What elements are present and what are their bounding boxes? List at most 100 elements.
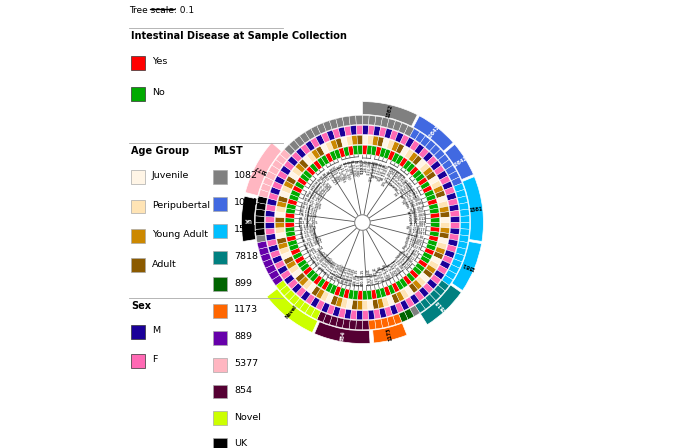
Text: 7818: 7818	[435, 299, 448, 312]
Text: 36-17-050: 36-17-050	[333, 263, 344, 281]
Wedge shape	[434, 149, 445, 160]
Text: 30-21-001: 30-21-001	[327, 168, 340, 185]
Wedge shape	[357, 291, 362, 300]
Text: Tree scale: 0.1: Tree scale: 0.1	[129, 6, 194, 16]
Wedge shape	[316, 300, 325, 310]
Wedge shape	[334, 286, 342, 296]
Wedge shape	[396, 143, 405, 154]
Wedge shape	[373, 309, 381, 319]
Text: 11301-1025: 11301-1025	[303, 237, 323, 248]
Wedge shape	[393, 121, 402, 131]
Text: 60-19-232: 60-19-232	[300, 209, 318, 216]
Text: 65-10-013: 65-10-013	[318, 255, 332, 270]
Wedge shape	[392, 153, 400, 163]
Wedge shape	[323, 314, 332, 324]
Text: 89-10-048: 89-10-048	[372, 160, 380, 178]
Wedge shape	[381, 318, 389, 328]
FancyBboxPatch shape	[213, 250, 227, 264]
Wedge shape	[276, 233, 285, 239]
Wedge shape	[317, 311, 327, 322]
Text: 1082: 1082	[234, 172, 258, 181]
Text: 17-10-098: 17-10-098	[405, 201, 423, 210]
Text: 91-20-148: 91-20-148	[300, 232, 318, 240]
Wedge shape	[420, 255, 430, 264]
Wedge shape	[435, 247, 445, 254]
Wedge shape	[275, 228, 285, 233]
Wedge shape	[263, 177, 274, 186]
Wedge shape	[453, 183, 464, 192]
Wedge shape	[434, 185, 444, 194]
Wedge shape	[460, 229, 469, 236]
Wedge shape	[353, 145, 358, 155]
Wedge shape	[284, 274, 294, 284]
Text: 8-13-034: 8-13-034	[401, 184, 415, 196]
Wedge shape	[305, 129, 315, 140]
Wedge shape	[338, 308, 346, 318]
Text: 38-21-227: 38-21-227	[324, 170, 337, 186]
Text: Novel: Novel	[234, 413, 261, 422]
Wedge shape	[451, 223, 460, 228]
Text: 6-19-081: 6-19-081	[392, 258, 405, 273]
Wedge shape	[431, 181, 441, 189]
Text: 45-10-007: 45-10-007	[300, 229, 318, 237]
Text: 36-11-137: 36-11-137	[402, 243, 419, 255]
Wedge shape	[344, 309, 351, 319]
Wedge shape	[399, 311, 408, 322]
Text: F: F	[152, 355, 157, 365]
Wedge shape	[420, 181, 430, 190]
Wedge shape	[429, 235, 438, 242]
Wedge shape	[362, 116, 369, 125]
Text: 17-13-037: 17-13-037	[369, 267, 377, 285]
Wedge shape	[307, 152, 316, 162]
Text: 7-11-131: 7-11-131	[310, 249, 324, 262]
Wedge shape	[400, 289, 410, 299]
Text: 112-21-189: 112-21-189	[301, 201, 321, 211]
Wedge shape	[391, 142, 400, 152]
Wedge shape	[423, 268, 433, 278]
Wedge shape	[438, 237, 448, 244]
Wedge shape	[362, 320, 369, 330]
Wedge shape	[342, 116, 350, 126]
Wedge shape	[265, 223, 274, 228]
Text: 40-9-095: 40-9-095	[345, 160, 353, 177]
Wedge shape	[287, 198, 298, 206]
Text: 848-85-15: 848-85-15	[353, 268, 359, 286]
Wedge shape	[410, 306, 420, 316]
Wedge shape	[276, 237, 287, 244]
Text: 1581: 1581	[234, 225, 258, 234]
Wedge shape	[445, 144, 473, 180]
Wedge shape	[367, 290, 372, 300]
Text: 80-9-197: 80-9-197	[379, 267, 388, 282]
Wedge shape	[379, 308, 387, 318]
Text: 070-21-017: 070-21-017	[406, 226, 426, 233]
FancyBboxPatch shape	[213, 411, 227, 425]
Wedge shape	[404, 286, 414, 296]
Wedge shape	[382, 138, 390, 148]
FancyBboxPatch shape	[213, 170, 227, 184]
Wedge shape	[399, 157, 408, 167]
Wedge shape	[303, 280, 313, 290]
Wedge shape	[442, 181, 453, 190]
Wedge shape	[409, 269, 419, 279]
Wedge shape	[445, 270, 456, 280]
Wedge shape	[357, 135, 362, 145]
Wedge shape	[300, 144, 311, 155]
Wedge shape	[305, 141, 315, 151]
Wedge shape	[418, 259, 428, 268]
Text: 02-10-038: 02-10-038	[375, 266, 384, 284]
Wedge shape	[341, 137, 348, 147]
Text: 21-17-476: 21-17-476	[324, 258, 337, 275]
Wedge shape	[426, 264, 436, 274]
FancyBboxPatch shape	[131, 229, 145, 243]
Wedge shape	[448, 239, 458, 247]
Wedge shape	[404, 149, 414, 159]
Wedge shape	[456, 190, 466, 198]
Wedge shape	[295, 272, 305, 282]
Text: 854: 854	[234, 386, 252, 395]
Text: 2-8-122: 2-8-122	[364, 159, 368, 172]
Wedge shape	[279, 247, 289, 254]
Wedge shape	[346, 136, 353, 146]
Wedge shape	[306, 166, 316, 176]
Wedge shape	[335, 138, 343, 148]
Wedge shape	[388, 151, 395, 161]
